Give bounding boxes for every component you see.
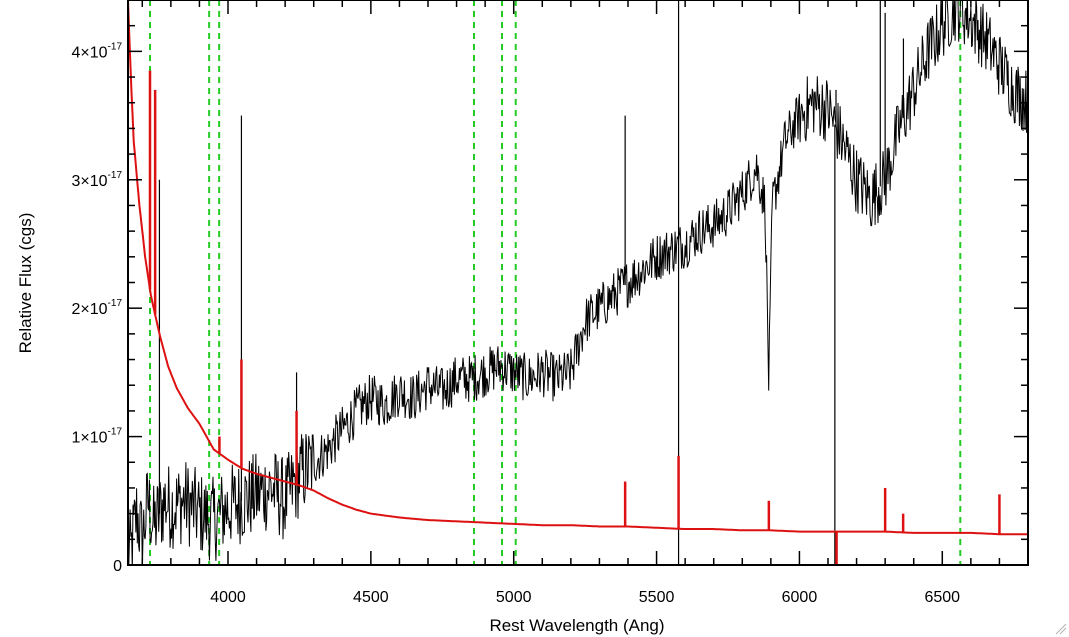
y-tick-label: 0: [113, 558, 122, 575]
series-model-line: [128, 0, 1028, 536]
x-axis-title: Rest Wavelength (Ang): [489, 616, 664, 635]
series-observed-line: [128, 0, 1028, 565]
y-tick-label: 1×10-17: [72, 427, 123, 447]
x-axis: 4000 4500 5000 5500 6000 6500: [141, 0, 1029, 606]
resize-grip-icon[interactable]: [1055, 623, 1067, 635]
x-tick-label: 5500: [639, 589, 675, 606]
x-tick-label: 5000: [496, 589, 532, 606]
x-tick-label: 4500: [353, 589, 389, 606]
plot-area: [128, 0, 1028, 565]
y-tick-label: 3×10-17: [72, 170, 123, 190]
x-tick-label: 6000: [782, 589, 818, 606]
x-tick-label: 6500: [924, 589, 960, 606]
x-tick-label: 4000: [210, 589, 246, 606]
y-axis-title: Relative Flux (cgs): [16, 213, 35, 354]
y-tick-label: 2×10-17: [72, 298, 123, 318]
y-axis: 0 1×10-17 2×10-17 3×10-17 4×10-17: [72, 0, 1028, 575]
y-tick-label: 4×10-17: [72, 41, 123, 61]
